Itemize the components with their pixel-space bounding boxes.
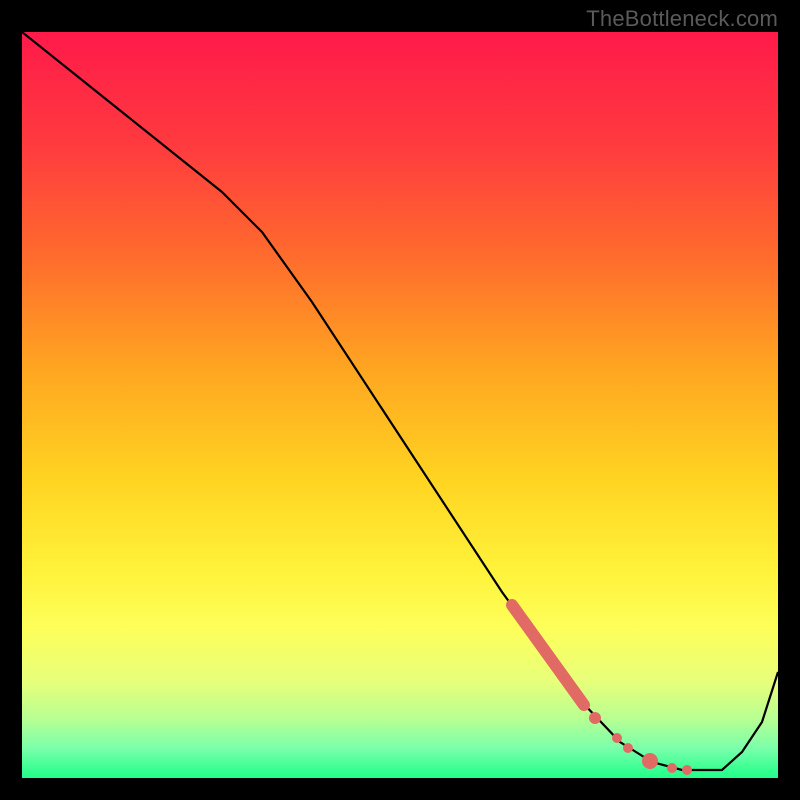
data-marker-2: [623, 743, 633, 753]
gradient-background: [22, 32, 778, 778]
data-marker-4: [667, 763, 677, 773]
chart-plot-area: [22, 32, 778, 778]
data-marker-3: [642, 753, 658, 769]
attribution-text: TheBottleneck.com: [586, 6, 778, 32]
data-marker-1: [612, 733, 622, 743]
data-marker-0: [589, 712, 601, 724]
data-marker-5: [682, 765, 692, 775]
bottleneck-chart: [22, 32, 778, 778]
